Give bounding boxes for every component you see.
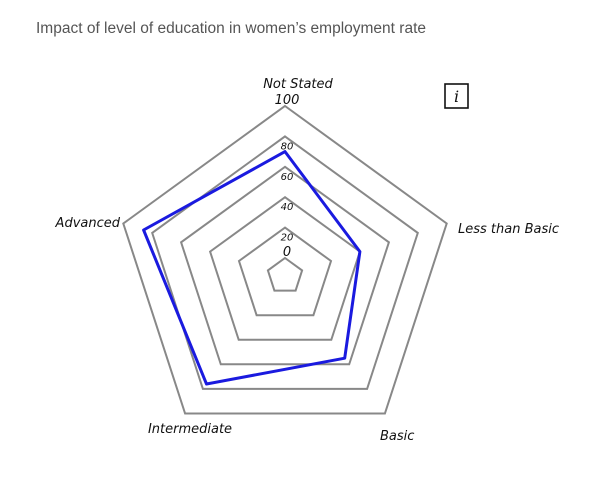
axis-label: Less than Basic xyxy=(458,222,559,237)
tick-label: 20 xyxy=(281,233,294,244)
tick-label: 0 xyxy=(283,245,291,260)
radar-grid xyxy=(122,104,448,415)
radar-tick-labels: 020 40 60 80 100 xyxy=(275,93,300,260)
info-icon: i xyxy=(454,87,459,106)
info-box-frame xyxy=(444,83,469,109)
radar-series xyxy=(142,150,362,386)
grid-ring xyxy=(266,256,304,292)
grid-ring xyxy=(179,165,391,366)
grid-ring xyxy=(122,104,448,415)
series-line xyxy=(142,150,362,386)
radar-axis-labels: Not Stated Less than Basic Basic Intermedia… xyxy=(55,77,559,444)
chart-title: Impact of level of education in women’s … xyxy=(36,20,426,37)
grid-ring xyxy=(151,135,419,390)
axis-label: Advanced xyxy=(55,216,121,231)
tick-label: 60 xyxy=(281,172,294,183)
axis-label: Intermediate xyxy=(148,422,232,437)
tick-label: 40 xyxy=(281,202,294,213)
grid-ring xyxy=(208,195,362,341)
grid-ring xyxy=(237,226,333,317)
info-button[interactable]: i xyxy=(444,83,469,109)
tick-label: 100 xyxy=(275,93,300,108)
axis-label: Basic xyxy=(380,429,414,444)
axis-label: Not Stated xyxy=(263,77,333,92)
tick-label: 80 xyxy=(281,141,294,152)
